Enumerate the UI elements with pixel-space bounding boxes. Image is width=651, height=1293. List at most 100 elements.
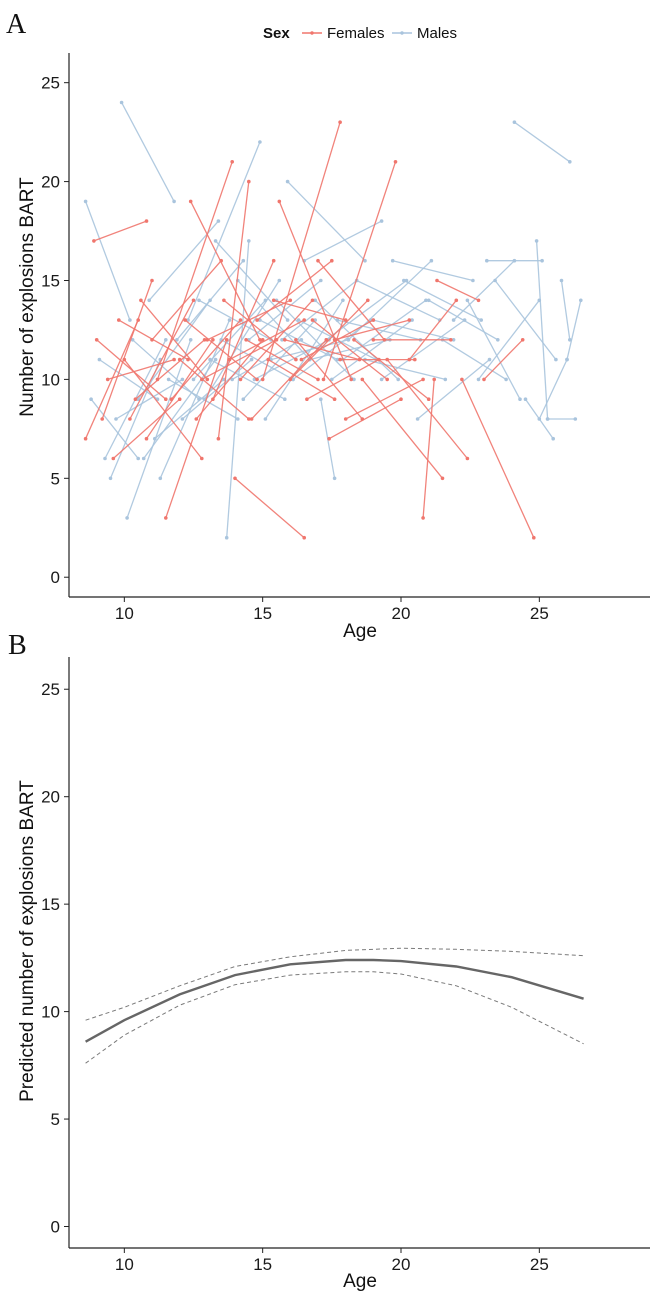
- data-point-males: [559, 278, 564, 283]
- data-point-females: [183, 318, 187, 322]
- trajectory-line-females: [317, 260, 385, 341]
- data-point-males: [141, 456, 146, 461]
- legend-title: Sex: [263, 25, 290, 42]
- data-point-females: [482, 377, 486, 382]
- data-point-males: [554, 357, 558, 362]
- trajectory-line-females: [212, 260, 275, 400]
- data-point-males: [379, 219, 384, 223]
- data-point-females: [327, 436, 331, 441]
- trajectory-line-males: [442, 339, 507, 380]
- data-point-males: [296, 318, 301, 322]
- trajectory-line-males: [132, 339, 200, 400]
- data-point-females: [105, 377, 110, 382]
- trajectory-line-females: [273, 299, 346, 321]
- data-point-females: [238, 318, 243, 322]
- trajectory-line-males: [342, 299, 427, 361]
- data-point-females: [332, 397, 337, 402]
- data-point-males: [241, 397, 246, 402]
- y-tick-label: 20: [41, 788, 60, 807]
- trajectory-line-females: [345, 378, 424, 420]
- trajectory-line-males: [126, 339, 192, 519]
- data-point-females: [343, 417, 348, 421]
- data-point-males: [136, 456, 140, 461]
- data-point-females: [111, 456, 116, 461]
- data-point-females: [227, 357, 232, 362]
- data-point-females: [255, 318, 259, 322]
- trajectory-line-females: [422, 379, 435, 518]
- data-point-females: [399, 397, 403, 402]
- data-point-females: [247, 179, 251, 184]
- data-point-males: [471, 278, 475, 283]
- data-point-males: [277, 278, 282, 283]
- trajectory-line-males: [428, 299, 499, 341]
- data-point-males: [208, 357, 212, 362]
- data-point-females: [186, 357, 190, 362]
- trajectory-line-males: [303, 220, 382, 262]
- data-point-females: [258, 338, 262, 342]
- data-point-males: [363, 258, 367, 263]
- data-point-females: [230, 160, 234, 164]
- data-point-males: [213, 357, 218, 362]
- panel-a: A Sex Females Males 10 15 20 25 0 5 10 15 20 25 N…: [6, 9, 650, 642]
- x-axis-title-b: Age: [343, 1271, 377, 1292]
- data-point-females: [205, 338, 210, 342]
- data-point-males: [153, 436, 157, 441]
- data-point-females: [349, 377, 354, 382]
- data-point-males: [496, 338, 500, 342]
- trajectory-line-females: [483, 339, 524, 380]
- data-point-males: [451, 318, 456, 322]
- y-axis-title-a: Number of explosions BART: [17, 177, 38, 417]
- trajectory-line-females: [284, 339, 360, 361]
- data-point-females: [128, 417, 132, 421]
- trajectory-line-males: [287, 181, 366, 262]
- data-point-males: [379, 377, 384, 382]
- trajectory-line-females: [267, 359, 335, 400]
- trajectory-line-males: [477, 299, 540, 380]
- data-point-males: [280, 338, 284, 342]
- data-point-females: [172, 357, 176, 362]
- data-point-males: [241, 258, 246, 263]
- legend-key-males-point: [400, 31, 404, 35]
- data-point-males: [166, 377, 171, 382]
- trajectory-line-females: [134, 339, 206, 400]
- data-point-males: [426, 298, 431, 303]
- data-point-males: [197, 298, 201, 303]
- trajectory-line-males: [535, 240, 549, 420]
- y-tick-label: 10: [41, 370, 60, 389]
- data-point-females: [465, 456, 470, 461]
- data-point-females: [432, 377, 437, 382]
- data-point-females: [532, 535, 536, 540]
- data-point-males: [424, 298, 428, 303]
- data-point-females: [211, 397, 215, 402]
- trajectory-line-females: [240, 299, 313, 380]
- trajectory-line-females: [165, 339, 228, 519]
- data-point-females: [294, 357, 298, 362]
- data-point-females: [366, 298, 370, 303]
- trajectory-line-females: [190, 201, 261, 341]
- data-point-females: [316, 377, 320, 382]
- data-point-males: [551, 436, 555, 441]
- data-point-males: [130, 338, 135, 342]
- trajectory-line-males: [364, 358, 446, 381]
- data-point-females: [407, 357, 412, 362]
- x-tick-label: 20: [392, 604, 411, 623]
- x-tick-label: 15: [253, 604, 272, 623]
- data-point-males: [108, 476, 113, 481]
- data-point-males: [396, 377, 401, 382]
- data-point-males: [230, 377, 234, 382]
- y-tick-label: 25: [41, 680, 60, 699]
- data-point-females: [260, 377, 265, 382]
- data-point-males: [103, 456, 107, 461]
- y-tick-label: 15: [41, 895, 60, 914]
- y-tick-label: 5: [51, 1110, 60, 1129]
- x-tick-label: 10: [115, 1255, 134, 1274]
- trajectory-line-males: [187, 141, 261, 321]
- trajectory-line-females: [328, 398, 402, 440]
- data-point-males: [335, 357, 340, 362]
- x-axis-title-a: Age: [343, 621, 377, 642]
- data-point-females: [216, 436, 221, 441]
- trajectory-line-males: [392, 260, 474, 282]
- data-point-females: [371, 338, 376, 342]
- data-point-males: [247, 239, 251, 243]
- panel-b: B 10 15 20 25 0 5 10 15 20 25 Predicted number of…: [8, 630, 650, 1292]
